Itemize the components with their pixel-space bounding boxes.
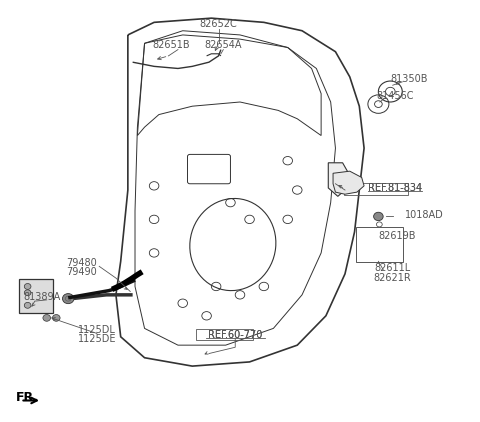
FancyBboxPatch shape bbox=[19, 279, 53, 313]
Circle shape bbox=[24, 290, 31, 296]
Text: 82621R: 82621R bbox=[374, 273, 411, 283]
Circle shape bbox=[24, 303, 31, 308]
Text: 81389A: 81389A bbox=[24, 292, 60, 302]
Text: 79480: 79480 bbox=[66, 258, 97, 268]
Text: 82652C: 82652C bbox=[200, 19, 238, 30]
Text: 1125DL: 1125DL bbox=[78, 325, 116, 335]
PathPatch shape bbox=[328, 163, 348, 196]
Text: REF.81-834: REF.81-834 bbox=[368, 183, 422, 193]
Text: 79490: 79490 bbox=[66, 267, 97, 277]
Text: REF.60-770: REF.60-770 bbox=[208, 330, 263, 340]
Circle shape bbox=[43, 314, 50, 321]
Circle shape bbox=[373, 212, 383, 221]
PathPatch shape bbox=[333, 171, 364, 194]
Text: 82651B: 82651B bbox=[152, 41, 190, 50]
Text: 82654A: 82654A bbox=[204, 41, 242, 50]
Text: REF.81-834: REF.81-834 bbox=[368, 183, 422, 193]
Circle shape bbox=[52, 314, 60, 321]
Text: REF.60-770: REF.60-770 bbox=[208, 330, 263, 340]
Circle shape bbox=[24, 284, 31, 289]
Text: 1125DE: 1125DE bbox=[78, 334, 116, 344]
Text: 81350B: 81350B bbox=[391, 74, 428, 84]
Text: FR.: FR. bbox=[16, 391, 39, 404]
Text: 1018AD: 1018AD bbox=[405, 210, 444, 220]
Text: 82619B: 82619B bbox=[379, 231, 416, 241]
Circle shape bbox=[62, 294, 74, 304]
Text: 81456C: 81456C bbox=[376, 91, 414, 101]
Text: 82611L: 82611L bbox=[374, 262, 411, 273]
